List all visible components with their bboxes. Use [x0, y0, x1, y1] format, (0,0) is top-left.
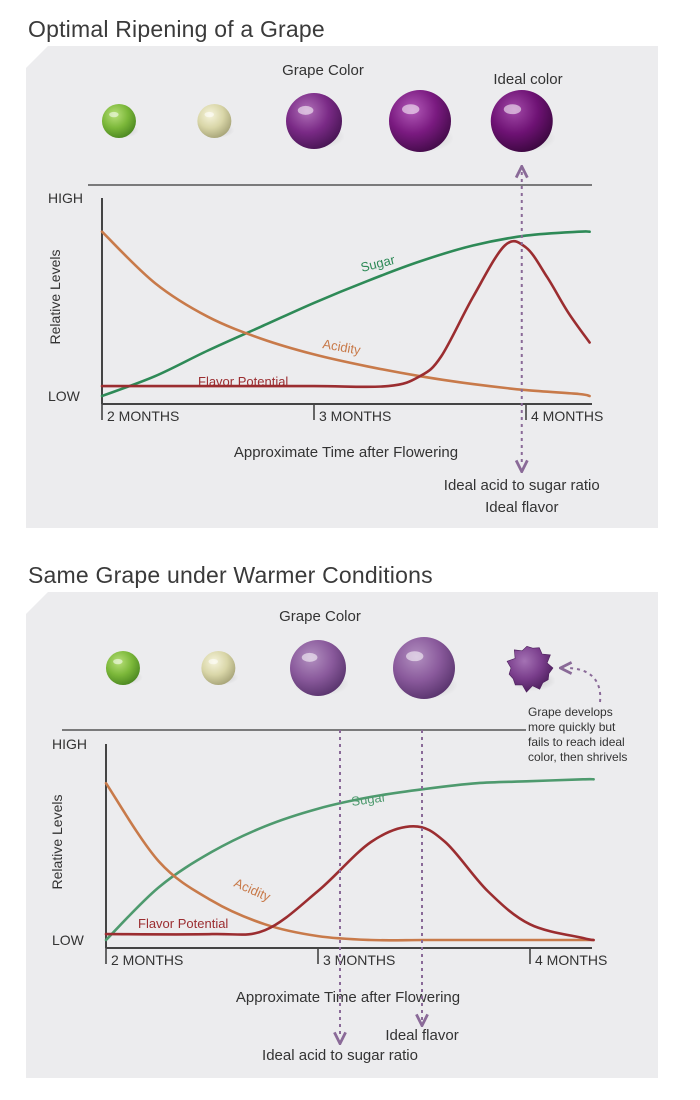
y-tick-low: LOW — [52, 932, 85, 948]
grape-shriveled — [506, 645, 554, 693]
x-tick-label: 4 MONTHS — [531, 408, 603, 424]
grape — [490, 90, 553, 152]
acidity-label: Acidity — [232, 875, 274, 904]
grape — [201, 651, 236, 685]
chart-panel-warmer: Grape Color HIGH LOW Relative Levels 2 MONTH… — [26, 592, 658, 1078]
flavor-potential-label: Flavor Potential — [138, 916, 228, 931]
shrivel-annotation-line: fails to reach ideal — [528, 735, 625, 749]
x-tick-label: 4 MONTHS — [535, 952, 607, 968]
shrivel-annotation-line: color, then shrivels — [528, 750, 627, 764]
x-axis-label: Approximate Time after Flowering — [236, 989, 460, 1006]
shrivel-annotation-line: Grape develops — [528, 705, 613, 719]
grape — [101, 104, 136, 138]
grape-highlight — [402, 104, 420, 115]
acidity-label: Acidity — [321, 336, 362, 358]
grape-highlight — [109, 111, 119, 118]
acidity-line — [104, 781, 595, 942]
grape — [290, 640, 346, 696]
grape-highlight — [113, 658, 123, 665]
grape-color-label: Grape Color — [279, 608, 361, 625]
grape-highlight — [297, 105, 314, 115]
y-axis-label: Relative Levels — [47, 250, 63, 345]
x-tick-label: 2 MONTHS — [107, 408, 179, 424]
y-tick-high: HIGH — [48, 190, 83, 206]
grape-highlight — [406, 651, 424, 662]
grape-highlight — [204, 111, 215, 118]
grape — [105, 651, 140, 685]
ideal-ratio-label: Ideal acid to sugar ratio — [262, 1047, 418, 1064]
ideal-ratio-label: Ideal acid to sugar ratio — [444, 477, 600, 494]
grape — [197, 104, 232, 138]
y-tick-low: LOW — [48, 388, 81, 404]
chart-warmer: Grape Color HIGH LOW Relative Levels 2 MONTH… — [49, 608, 627, 1064]
shrivel-annotation-arrow — [566, 668, 602, 703]
flavor-potential-label: Flavor Potential — [198, 374, 288, 389]
chart-optimal: Grape Color HIGH LOW Relative Levels 2 MONTH… — [47, 62, 603, 516]
sugar-line — [100, 230, 591, 398]
grape-highlight — [503, 104, 522, 115]
chart-title-warmer: Same Grape under Warmer Conditions — [28, 562, 433, 588]
ideal-flavor-label: Ideal flavor — [385, 1027, 458, 1044]
grape-highlight — [301, 652, 318, 662]
chart-panel-optimal: Grape Color HIGH LOW Relative Levels 2 MONTH… — [26, 46, 658, 528]
y-axis-label: Relative Levels — [49, 795, 65, 890]
grape-highlight — [208, 658, 219, 665]
grape-color-label: Grape Color — [282, 62, 364, 79]
ideal-color-label: Ideal color — [493, 71, 562, 88]
ideal-flavor-label: Ideal flavor — [485, 499, 558, 516]
grape — [393, 637, 455, 699]
y-tick-high: HIGH — [52, 736, 87, 752]
sugar-label: Sugar — [350, 789, 387, 809]
x-axis-label: Approximate Time after Flowering — [234, 444, 458, 461]
grape — [286, 93, 342, 149]
shrivel-annotation-line: more quickly but — [528, 720, 616, 734]
flavor-potential-line — [100, 239, 591, 389]
grape — [389, 90, 451, 152]
x-tick-label: 2 MONTHS — [111, 952, 183, 968]
sugar-line — [104, 777, 595, 942]
x-tick-label: 3 MONTHS — [323, 952, 395, 968]
chart-title-optimal: Optimal Ripening of a Grape — [28, 16, 325, 42]
acidity-line — [100, 230, 591, 398]
x-tick-label: 3 MONTHS — [319, 408, 391, 424]
flavor-potential-line — [104, 824, 595, 942]
